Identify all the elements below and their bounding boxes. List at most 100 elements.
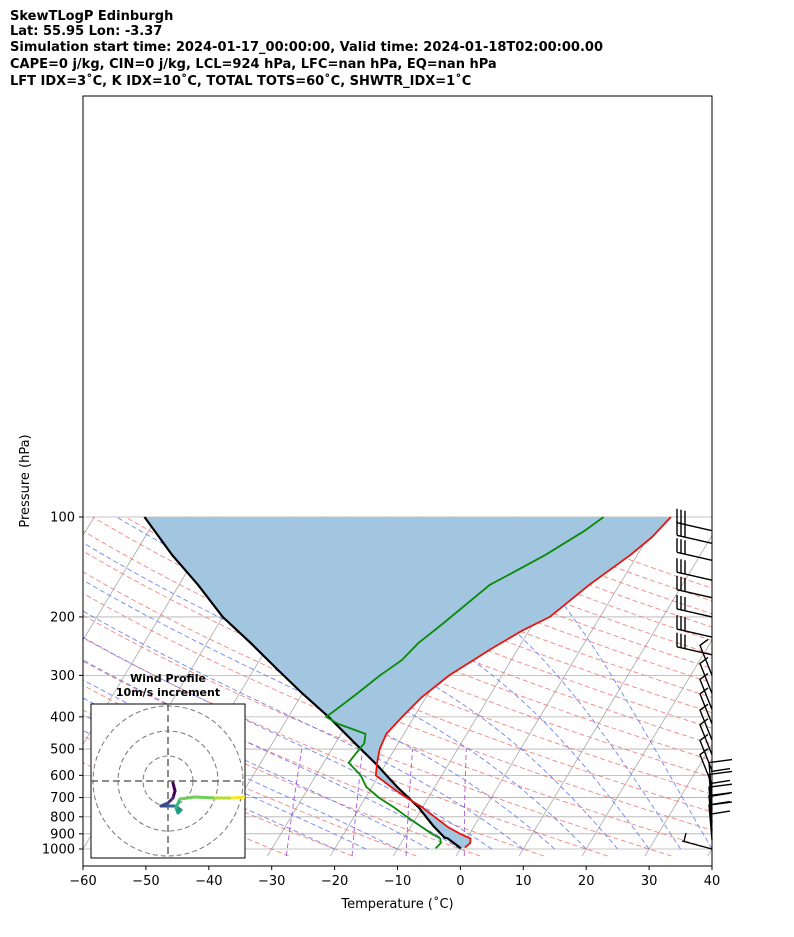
wind-barb-shaft <box>676 575 713 599</box>
dry-adiabat <box>83 637 608 857</box>
wind-barb <box>708 770 733 810</box>
x-axis-label: Temperature (˚C) <box>340 896 453 912</box>
wind-barb-shaft <box>681 832 713 850</box>
wind-barb-shaft <box>676 615 713 638</box>
wind-barb <box>699 748 713 785</box>
y-tick-label: 300 <box>50 669 75 684</box>
y-axis-label: Pressure (hPa) <box>18 434 33 527</box>
dry-adiabat <box>83 550 712 813</box>
wind-barb-shaft <box>699 687 713 725</box>
wind-barb <box>676 508 713 532</box>
chart-title-times: Simulation start time: 2024-01-17_00:00:… <box>10 40 603 55</box>
isotherm <box>644 743 712 857</box>
isotherm <box>83 516 221 746</box>
isotherm <box>455 516 661 857</box>
y-tick-label: 600 <box>50 769 75 784</box>
x-tick-label: −30 <box>258 874 285 889</box>
wind-barb-shaft <box>699 748 713 785</box>
x-tick-label: 20 <box>578 874 595 889</box>
chart-title-cape: CAPE=0 j/kg, CIN=0 j/kg, LCL=924 hPa, LF… <box>10 57 497 72</box>
moist-adiabat <box>83 636 493 850</box>
wind-barb <box>676 632 713 656</box>
wind-barb-shaft <box>676 521 713 544</box>
moist-adiabat <box>344 516 681 850</box>
wind-barb-shaft <box>699 638 713 676</box>
dry-adiabat <box>83 709 417 857</box>
mixing-ratio-line <box>351 749 364 857</box>
mixing-ratio-line <box>405 749 414 857</box>
x-tick-label: 10 <box>515 874 532 889</box>
y-tick-label: 400 <box>50 710 75 725</box>
dewpoint-line <box>324 516 605 849</box>
wind-barb <box>699 687 713 725</box>
dry-adiabat <box>83 571 712 831</box>
y-tick-label: 500 <box>50 743 75 758</box>
dry-adiabat <box>83 660 545 857</box>
dry-adiabat <box>320 516 712 669</box>
wind-barb-shaft <box>676 632 713 656</box>
y-tick-label: 700 <box>50 791 75 806</box>
wind-barb-shaft <box>676 508 713 532</box>
wind-barb <box>681 832 713 850</box>
wind-barb <box>676 558 713 581</box>
hodograph-segment <box>174 797 182 810</box>
x-tick-label: 30 <box>641 874 658 889</box>
x-tick-label: 0 <box>456 874 464 889</box>
x-tick-label: −50 <box>132 874 159 889</box>
y-tick-label: 800 <box>50 810 75 825</box>
wind-barb-shaft <box>676 558 713 581</box>
moist-adiabat <box>83 610 524 850</box>
y-tick-label: 1000 <box>42 843 75 858</box>
dry-adiabat <box>83 592 712 850</box>
x-tick-label: 40 <box>704 874 721 889</box>
isotherm <box>0 517 31 856</box>
wind-barb-shaft <box>708 770 733 810</box>
chart-title-indices: LFT IDX=3˚C, K IDX=10˚C, TOTAL TOTS=60˚C… <box>10 74 472 89</box>
moist-adiabat <box>83 729 335 850</box>
wind-barb <box>708 783 733 823</box>
hodograph-segment <box>193 795 217 800</box>
dry-adiabat <box>83 614 672 857</box>
wind-barb <box>676 538 713 561</box>
isotherm <box>83 516 95 537</box>
wind-barb <box>676 521 713 544</box>
wind-barb-shaft <box>676 594 713 618</box>
isotherm <box>518 534 712 857</box>
chart-title-coordinates: Lat: 55.95 Lon: -3.37 <box>10 24 163 39</box>
hodograph-title: Wind Profile <box>130 672 206 685</box>
wind-barb <box>699 718 713 755</box>
wind-barb <box>699 638 713 676</box>
moist-adiabat <box>480 516 712 850</box>
hodograph-segment <box>178 795 197 801</box>
moist-adiabat <box>83 579 556 850</box>
wind-barb-shaft <box>708 783 733 823</box>
chart-title-station: SkewTLogP Edinburgh <box>10 9 174 24</box>
wind-barb <box>676 615 713 638</box>
dry-adiabat <box>255 516 712 699</box>
isotherm <box>707 848 712 857</box>
y-tick-label: 200 <box>50 610 75 625</box>
moist-adiabat <box>83 679 430 850</box>
wind-barb <box>676 594 713 618</box>
hodograph-area <box>91 704 245 858</box>
x-tick-label: −20 <box>321 874 348 889</box>
y-tick-label: 900 <box>50 827 75 842</box>
x-tick-label: −60 <box>69 874 96 889</box>
hodograph-subtitle: 10m/s increment <box>116 686 220 699</box>
wind-barb-shaft <box>699 718 713 755</box>
dry-adiabat <box>92 516 712 778</box>
wind-barb <box>676 575 713 599</box>
parcel-area-fill <box>144 517 671 849</box>
parcel-profile-line <box>143 516 462 850</box>
y-tick-label: 100 <box>50 511 75 526</box>
isotherm <box>581 639 712 857</box>
dry-adiabat <box>190 516 712 729</box>
hodograph-segment <box>230 795 245 800</box>
x-tick-label: −40 <box>195 874 222 889</box>
mixing-ratio-line <box>463 749 467 856</box>
mixing-ratio-line <box>285 749 303 857</box>
x-tick-label: −10 <box>384 874 411 889</box>
wind-barb-shaft <box>676 538 713 561</box>
temperature-line <box>374 516 672 849</box>
